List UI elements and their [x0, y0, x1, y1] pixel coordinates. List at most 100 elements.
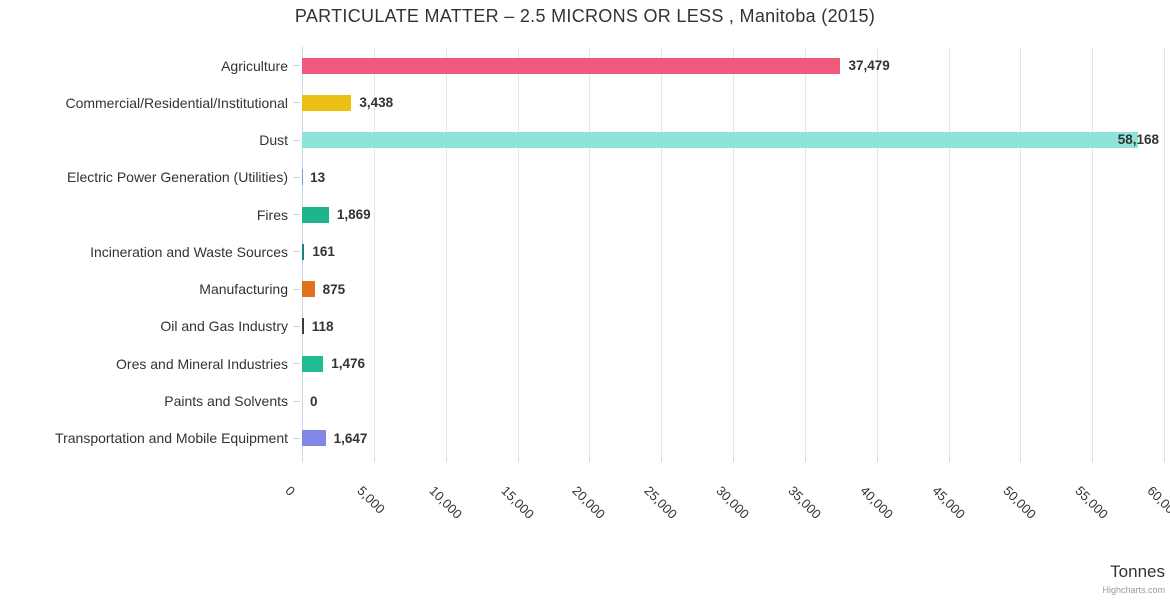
bar-row: Ores and Mineral Industries 1,476: [0, 345, 1170, 382]
x-axis-tick-label: 5,000: [354, 483, 388, 517]
category-label: Oil and Gas Industry: [160, 318, 288, 335]
category-label: Fires: [256, 206, 288, 223]
bar-row: Fires 1,869: [0, 196, 1170, 233]
category-label: Incineration and Waste Sources: [90, 243, 288, 260]
x-axis-tick-label: 10,000: [426, 483, 465, 522]
x-axis-tick: [373, 457, 375, 462]
x-axis-tick: [948, 457, 950, 462]
bar-area: 0: [302, 393, 1164, 409]
x-axis-tick-label: 55,000: [1072, 483, 1112, 522]
category-label: Manufacturing: [199, 281, 288, 298]
bar-area: 118: [302, 318, 1164, 335]
bar-row: Oil and Gas Industry 118: [0, 308, 1170, 345]
chart-title: PARTICULATE MATTER – 2.5 MICRONS OR LESS…: [294, 6, 876, 26]
bar-area: 161: [302, 243, 1164, 260]
bar-value-label: 58,168: [1117, 132, 1159, 148]
x-axis-tick: [445, 457, 447, 462]
bar-dust[interactable]: [302, 132, 1138, 149]
x-axis-tick: [733, 457, 734, 462]
bar-manufacturing[interactable]: [302, 281, 315, 298]
bar-row: Incineration and Waste Sources 161: [0, 233, 1170, 270]
bar-row: Commercial/Residential/Institutional 3,43…: [0, 84, 1170, 121]
bar-area: 13: [302, 169, 1164, 186]
bar-value-label: 0: [310, 393, 318, 409]
gridline: [517, 47, 519, 457]
x-axis-tick: [804, 457, 806, 462]
bar-row: Agriculture 37,479: [0, 47, 1170, 84]
x-axis-tick: [589, 457, 591, 462]
category-label: Electric Power Generation (Utilities): [67, 169, 288, 186]
bar-value-label: 118: [311, 318, 334, 334]
x-axis-tick-label: 30,000: [713, 483, 753, 522]
bar-row: Transportation and Mobile Equipment 1,647: [0, 420, 1170, 457]
bar-value-label: 1,869: [336, 207, 371, 223]
gridline: [733, 47, 734, 457]
gridline: [876, 47, 878, 457]
bar-row: Manufacturing 875: [0, 271, 1170, 308]
bar-area: 3,438: [302, 94, 1164, 111]
highcharts-credit-link[interactable]: Highcharts.com: [1102, 585, 1165, 595]
gridline: [948, 47, 950, 457]
x-axis-tick-label: 20,000: [569, 483, 609, 522]
x-axis-tick-label: 60,000: [1144, 483, 1170, 522]
category-label: Commercial/Residential/Institutional: [65, 94, 288, 111]
bar-row: Paints and Solvents 0: [0, 382, 1170, 419]
gridline: [589, 47, 591, 457]
category-tick: [293, 65, 300, 67]
x-axis-tick-labels: 0 5,000 10,000 15,000 20,000 25,000 30,000 35,0…: [282, 457, 1170, 557]
x-axis-tick-label: 45,000: [928, 483, 968, 522]
bar-transportation-and-mobile-equipment[interactable]: [302, 430, 326, 447]
x-axis-tick-label: 40,000: [857, 483, 896, 522]
x-axis-tick: [1164, 457, 1165, 462]
category-tick: [293, 400, 300, 402]
category-tick: [293, 214, 300, 216]
x-axis-tick-label: 25,000: [641, 483, 681, 522]
bar-commercial-residential-institutional[interactable]: [302, 94, 352, 111]
x-axis-tick: [661, 457, 663, 462]
bar-rows: Agriculture 37,479 Commercial/Residential/…: [0, 47, 1170, 457]
gridline: [1020, 47, 1022, 457]
gridline: [1164, 47, 1165, 457]
bar-row: Electric Power Generation (Utilities) 13: [0, 159, 1170, 196]
bar-value-label: 161: [312, 244, 335, 260]
bar-area: 875: [302, 281, 1164, 298]
gridline: [445, 47, 447, 457]
category-tick: [293, 363, 300, 365]
category-tick: [293, 288, 300, 290]
x-axis-tick-label: 0: [282, 483, 299, 499]
gridline: [1092, 47, 1094, 457]
x-axis-tick: [876, 457, 878, 462]
x-axis-title: Tonnes: [1110, 562, 1165, 581]
x-axis-tick-label: 50,000: [1000, 483, 1040, 522]
bar-incineration-and-waste-sources[interactable]: [302, 243, 305, 260]
x-axis-tick: [1092, 457, 1094, 462]
category-label: Dust: [259, 132, 288, 149]
bar-area: 37,479: [302, 57, 1164, 74]
x-axis-tick-label: 35,000: [785, 483, 824, 522]
bar-value-label: 37,479: [848, 58, 890, 74]
category-tick: [293, 437, 300, 439]
bar-agriculture[interactable]: [302, 57, 841, 74]
x-axis-tick: [517, 457, 519, 462]
bar-value-label: 3,438: [359, 95, 394, 111]
category-label: Ores and Mineral Industries: [116, 355, 288, 372]
bar-area: 1,476: [302, 355, 1164, 372]
bar-area: 1,869: [302, 206, 1164, 223]
gridline: [373, 47, 375, 457]
bar-row: Dust 58,168: [0, 122, 1170, 159]
x-axis-tick-label: 15,000: [497, 483, 537, 522]
bar-value-label: 1,647: [333, 430, 368, 446]
gridline: [661, 47, 663, 457]
bar-area: 58,168: [302, 132, 1164, 149]
category-tick: [293, 251, 300, 253]
bar-value-label: 1,476: [331, 356, 365, 372]
bar-value-label: 13: [310, 169, 326, 185]
category-tick: [293, 139, 300, 141]
bar-ores-and-mineral-industries[interactable]: [302, 355, 324, 372]
bar-area: 1,647: [302, 430, 1164, 447]
bar-oil-and-gas-industry[interactable]: [302, 318, 304, 335]
x-axis-tick: [302, 457, 303, 462]
x-axis-tick: [1020, 457, 1022, 462]
bar-fires[interactable]: [302, 206, 329, 223]
